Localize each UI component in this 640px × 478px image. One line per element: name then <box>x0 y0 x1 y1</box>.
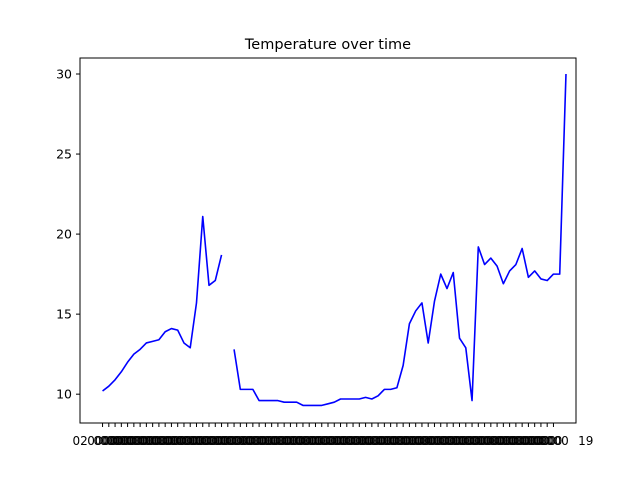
x-tick-label: 0000 <box>319 434 350 448</box>
x-tick-label: 0000 <box>306 434 337 448</box>
x-tick-label: 0000 <box>131 434 162 448</box>
x-tick-label: 0000 <box>238 434 269 448</box>
series-line <box>102 215 223 392</box>
x-tick-label-last: 19 <box>578 434 593 448</box>
x-tick-label: 0000 <box>407 434 438 448</box>
x-tick-label: 0000 <box>250 434 281 448</box>
y-tick-label: 20 <box>56 227 72 242</box>
y-tick-label: 15 <box>56 307 72 322</box>
x-tick-label: 0000 <box>288 434 319 448</box>
x-tick-label: 0000 <box>519 434 550 448</box>
x-tick-label: 0000 <box>501 434 532 448</box>
x-tick-label-first: 02 <box>73 434 88 448</box>
y-tick-label: 25 <box>56 147 72 162</box>
x-tick-label: 0000 <box>144 434 175 448</box>
x-tick-label: 0000 <box>513 434 544 448</box>
x-tick-label: 0000 <box>213 434 244 448</box>
x-tick-label: 0000 <box>225 434 256 448</box>
x-tick-label: 0000 <box>162 434 193 448</box>
x-tick-label: 0000 <box>432 434 463 448</box>
x-tick-label: 0000 <box>263 434 294 448</box>
x-tick-label: 0000 <box>244 434 275 448</box>
x-tick-label: 0000 <box>388 434 419 448</box>
x-tick-label: 0000 <box>119 434 150 448</box>
x-tick-label: 0000 <box>363 434 394 448</box>
x-tick-label: 0000 <box>256 434 287 448</box>
x-tick-label: 0000 <box>338 434 369 448</box>
x-tick-label: 0000 <box>194 434 225 448</box>
x-tick-label: 0000 <box>488 434 519 448</box>
x-tick-label: 0000 <box>231 434 262 448</box>
x-tick-label: 0000 <box>413 434 444 448</box>
x-tick-label: 0000 <box>344 434 375 448</box>
x-tick-label: 0000 <box>106 434 137 448</box>
x-tick-label: 0000 <box>526 434 557 448</box>
x-tick-label: 0000 <box>94 434 125 448</box>
x-tick-label: 0000 <box>451 434 482 448</box>
x-tick-label: 0000 <box>112 434 143 448</box>
x-tick-label: 0000 <box>350 434 381 448</box>
x-tick-label: 0000 <box>219 434 250 448</box>
x-tick-label: 0000 <box>150 434 181 448</box>
x-tick-label: 0000 <box>100 434 131 448</box>
x-tick-label: 0000 <box>463 434 494 448</box>
x-tick-label: 0000 <box>494 434 525 448</box>
x-tick-label: 0000 <box>206 434 237 448</box>
chart-title: Temperature over time <box>244 37 411 53</box>
x-tick-label: 0000 <box>375 434 406 448</box>
x-tick-label: 0000 <box>281 434 312 448</box>
x-tick-label: 0000 <box>137 434 168 448</box>
x-tick-label: 0000 <box>532 434 563 448</box>
x-tick-label: 0000 <box>325 434 356 448</box>
x-tick-label: 0000 <box>87 434 118 448</box>
x-tick-label: 0000 <box>200 434 231 448</box>
x-tick-label: 0000 <box>156 434 187 448</box>
x-tick-label: 0000 <box>425 434 456 448</box>
x-tick-label: 0000 <box>469 434 500 448</box>
y-tick-label: 30 <box>56 67 72 82</box>
x-tick-label: 0000 <box>169 434 200 448</box>
x-tick-label: 0000 <box>482 434 513 448</box>
x-tick-label: 0000 <box>457 434 488 448</box>
x-tick-label: 0000 <box>275 434 306 448</box>
x-axis: 0000000000000000000000000000000000000000… <box>73 423 593 448</box>
plot-area-series <box>102 73 567 407</box>
x-tick-label: 0000 <box>394 434 425 448</box>
x-tick-label: 0000 <box>187 434 218 448</box>
x-tick-label: 0000 <box>476 434 507 448</box>
x-tick-label: 0000 <box>444 434 475 448</box>
plot-frame <box>79 57 577 424</box>
x-tick-label: 0000 <box>181 434 212 448</box>
x-tick-label: 0000 <box>400 434 431 448</box>
y-axis: 10 15 20 25 30 <box>56 67 80 402</box>
x-tick-label: 0000 <box>332 434 363 448</box>
x-tick-label: 0000 <box>300 434 331 448</box>
x-tick-labels-overlap: 0000000000000000000000000000000000000000… <box>87 434 568 448</box>
x-tick-label: 0000 <box>507 434 538 448</box>
x-tick-label: 0000 <box>538 434 569 448</box>
x-tick-label: 0000 <box>269 434 300 448</box>
x-tick-label: 0000 <box>125 434 156 448</box>
x-tick-label: 0000 <box>382 434 413 448</box>
x-tick-label: 0000 <box>419 434 450 448</box>
x-tick-label: 0000 <box>369 434 400 448</box>
x-tick-label: 0000 <box>175 434 206 448</box>
series-line <box>233 73 567 407</box>
x-tick-label: 0000 <box>294 434 325 448</box>
x-tick-label: 0000 <box>438 434 469 448</box>
x-tick-label: 0000 <box>313 434 344 448</box>
x-tick-label: 0000 <box>357 434 388 448</box>
y-tick-label: 10 <box>56 387 72 402</box>
